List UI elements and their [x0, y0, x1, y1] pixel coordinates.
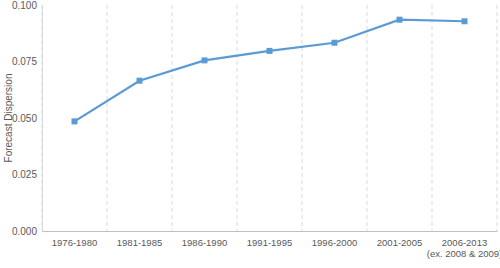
marker: [462, 18, 468, 24]
y-tick: 0.025: [12, 169, 42, 180]
line: [75, 20, 465, 122]
x-tick-label: 1991-1995: [247, 237, 292, 248]
grid-line: [367, 5, 368, 231]
x-tick-label: 2001-2005: [377, 237, 422, 248]
grid-line: [107, 5, 108, 231]
y-tick-label: 0.100: [12, 0, 37, 11]
marker: [72, 118, 78, 124]
marker: [397, 17, 403, 23]
x-tick: 1976-1980: [52, 231, 97, 248]
x-tick-label: 1986-1990: [182, 237, 227, 248]
x-tick-label: 1996-2000: [312, 237, 357, 248]
y-tick-label: 0.000: [12, 226, 37, 237]
y-axis-line: [42, 6, 43, 232]
x-axis-line: [43, 231, 498, 232]
x-tick-label-line: (ex. 2008 & 2009): [427, 248, 500, 259]
grid-line: [237, 5, 238, 231]
x-axis: 1976-1980 1981-1985 1986-1990 1991-1995 1996…: [43, 231, 500, 259]
grid-line: [302, 5, 303, 231]
marker: [202, 57, 208, 63]
x-tick: 1996-2000: [312, 231, 357, 248]
y-tick: 0.100: [12, 0, 42, 11]
y-tick-label: 0.075: [12, 56, 37, 67]
x-tick: 1991-1995: [247, 231, 292, 248]
x-tick: 1986-1990: [182, 231, 227, 248]
grid-line: [172, 5, 173, 231]
grid-line: [42, 5, 43, 231]
y-tick-label: 0.025: [12, 169, 37, 180]
y-axis-title: Forecast Dispersion: [3, 74, 14, 163]
plot: 0.000 0.025 0.050 0.075 0.100 1976-1980 1981-1…: [12, 0, 500, 259]
marker: [137, 78, 143, 84]
series: [72, 17, 468, 125]
x-tick-label: 1981-1985: [117, 237, 162, 248]
x-tick: 1981-1985: [117, 231, 162, 248]
x-tick: 2006-2013(ex. 2008 & 2009): [427, 231, 500, 259]
grid-line: [432, 5, 433, 231]
marker: [332, 40, 338, 46]
y-tick: 0.000: [12, 226, 42, 237]
x-tick-label: 1976-1980: [52, 237, 97, 248]
x-tick: 2001-2005: [377, 231, 422, 248]
y-tick: 0.050: [12, 113, 42, 124]
x-tick-label: 2006-2013(ex. 2008 & 2009): [427, 237, 500, 259]
marker: [267, 48, 273, 54]
grid-line: [497, 5, 498, 231]
y-tick: 0.075: [12, 56, 42, 67]
grid: [42, 5, 497, 231]
x-tick-label-line: 2006-2013: [442, 237, 487, 248]
chart: 0.000 0.025 0.050 0.075 0.100 1976-1980 1981-1…: [0, 0, 500, 268]
y-tick-label: 0.050: [12, 113, 37, 124]
y-axis: 0.000 0.025 0.050 0.075 0.100: [12, 0, 43, 237]
